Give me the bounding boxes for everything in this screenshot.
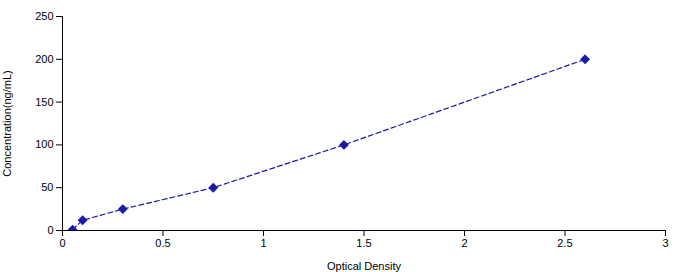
svg-text:150: 150 (35, 96, 53, 108)
svg-text:3: 3 (662, 237, 668, 249)
svg-text:100: 100 (35, 138, 53, 150)
svg-text:Concentration(ng/mL): Concentration(ng/mL) (1, 70, 13, 176)
svg-text:200: 200 (35, 53, 53, 65)
svg-text:1: 1 (260, 237, 266, 249)
svg-text:Optical Density: Optical Density (327, 260, 401, 272)
svg-text:0: 0 (47, 224, 53, 236)
svg-text:2: 2 (461, 237, 467, 249)
svg-text:50: 50 (41, 181, 53, 193)
svg-text:2.5: 2.5 (557, 237, 572, 249)
svg-text:0: 0 (59, 237, 65, 249)
svg-text:0.5: 0.5 (155, 237, 170, 249)
svg-text:250: 250 (35, 10, 53, 22)
svg-text:1.5: 1.5 (356, 237, 371, 249)
